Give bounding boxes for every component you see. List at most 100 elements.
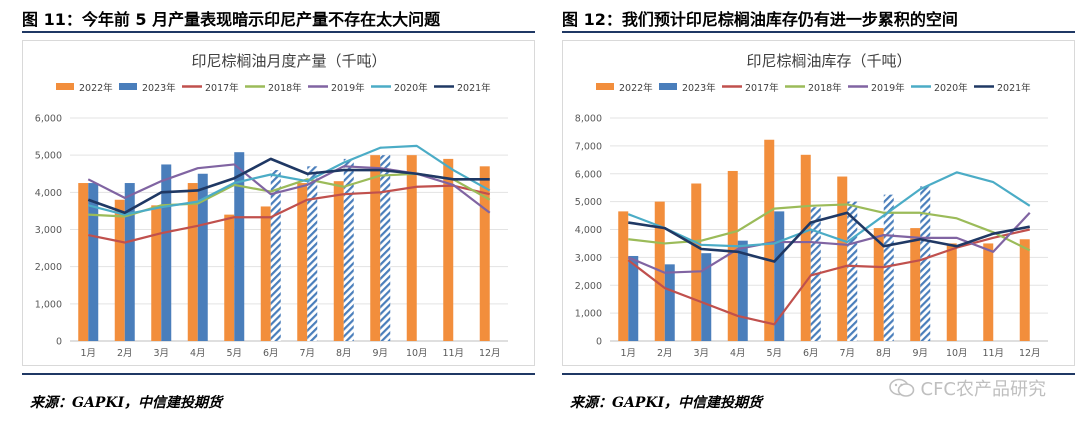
bar-2022年 — [800, 154, 811, 341]
figure-12-panel: 图 12：我们预计印尼棕榈油库存仍有进一步累积的空间 印尼棕榈油库存（千吨） 0 1… — [540, 0, 1075, 435]
figure-12-top-rule — [562, 31, 1075, 33]
bar-2022年 — [260, 206, 271, 341]
line-2019年 — [627, 212, 1031, 274]
bar-2022年 — [187, 183, 198, 341]
bar-2022年 — [224, 214, 235, 341]
chart-title: 印尼棕榈油月度产量（千吨） — [191, 52, 386, 70]
x-tick-label: 9月 — [912, 348, 928, 359]
bar-2023年 — [270, 170, 281, 341]
x-tick-label: 2月 — [117, 348, 133, 359]
y-tick-label: 2,000 — [575, 281, 602, 292]
line-2021年 — [628, 211, 1030, 263]
y-tick-label: 4,000 — [35, 188, 62, 199]
wechat-icon — [888, 378, 915, 398]
x-tick-label: 11月 — [982, 348, 1004, 359]
line-2021年 — [87, 157, 490, 215]
y-tick-label: 3,000 — [35, 225, 62, 236]
bar-2023年 — [197, 173, 208, 341]
figure-11-bottom-rule — [22, 373, 535, 375]
legend-swatch — [659, 83, 677, 90]
x-tick-label: 7月 — [299, 348, 315, 359]
y-tick-label: 5,000 — [575, 197, 602, 208]
figure-11-panel: 图 11：今年前 5 月产量表现暗示印尼产量不存在太大问题 印尼棕榈油月度产量（… — [0, 0, 535, 435]
x-tick-label: 3月 — [153, 348, 169, 359]
bar-2022年 — [691, 183, 702, 341]
y-tick-label: 6,000 — [35, 114, 62, 125]
bar-2023年 — [307, 166, 318, 341]
figure-11-chart-frame — [22, 40, 535, 366]
bar-2022年 — [297, 183, 308, 341]
legend-label: 2023年 — [142, 82, 176, 94]
x-tick-label: 1月 — [80, 348, 96, 359]
legend-label: 2021年 — [997, 82, 1031, 94]
bar-2023年 — [737, 240, 748, 341]
x-tick-label: 12月 — [479, 348, 501, 359]
legend-label: 2019年 — [331, 82, 365, 94]
x-tick-label: 6月 — [263, 348, 279, 359]
legend-label: 2022年 — [619, 82, 653, 94]
x-tick-label: 9月 — [372, 348, 388, 359]
x-tick-label: 8月 — [336, 348, 352, 359]
legend-label: 2019年 — [871, 82, 905, 94]
bar-2022年 — [727, 170, 738, 341]
legend-label: 2018年 — [268, 82, 302, 94]
bar-2023年 — [920, 186, 931, 341]
legend-label: 2021年 — [457, 82, 491, 94]
legend-label: 2017年 — [745, 82, 779, 94]
figure-12-chart: 印尼棕榈油库存（千吨） 0 1,000 2,000 3,000 4,000 5,000 6,0… — [575, 52, 1048, 359]
bar-2023年 — [774, 211, 785, 341]
y-tick-label: 1,000 — [35, 299, 62, 310]
bar-2023年 — [628, 255, 639, 341]
x-tick-label: 5月 — [226, 348, 242, 359]
x-tick-label: 5月 — [766, 348, 782, 359]
bar-2022年 — [151, 205, 162, 341]
bar-2022年 — [983, 243, 994, 341]
x-tick-label: 2月 — [657, 348, 673, 359]
bar-2022年 — [910, 228, 921, 341]
x-tick-label: 4月 — [730, 348, 746, 359]
bar-2023年 — [124, 183, 135, 341]
y-tick-label: 0 — [56, 337, 62, 348]
bar-2023年 — [664, 264, 675, 341]
y-tick-label: 5,000 — [35, 151, 62, 162]
y-tick-label: 0 — [596, 337, 602, 348]
bar-2023年 — [343, 158, 354, 341]
bar-2022年 — [479, 166, 490, 341]
legend-label: 2017年 — [205, 82, 239, 94]
bar-2022年 — [406, 155, 417, 341]
bar-2023年 — [883, 194, 894, 341]
figure-11-source: 来源：GAPKI，中信建投期货 — [30, 395, 223, 411]
bar-2023年 — [88, 183, 99, 341]
legend-swatch — [56, 83, 74, 90]
y-tick-label: 8,000 — [575, 114, 602, 125]
legend-swatch — [596, 83, 614, 90]
bar-2022年 — [618, 211, 629, 341]
watermark-text: CFC农产品研究 — [920, 379, 1047, 400]
legend-label: 2022年 — [79, 82, 113, 94]
x-tick-label: 4月 — [190, 348, 206, 359]
x-tick-label: 10月 — [946, 348, 968, 359]
figure-12-title: 图 12：我们预计印尼棕榈油库存仍有进一步累积的空间 — [562, 10, 958, 29]
bar-2022年 — [873, 228, 884, 341]
figure-12-bottom-rule — [562, 373, 1075, 375]
x-tick-label: 1月 — [620, 348, 636, 359]
y-tick-label: 6,000 — [575, 169, 602, 180]
bar-2022年 — [764, 139, 775, 341]
legend-label: 2020年 — [394, 82, 428, 94]
bar-2022年 — [1019, 239, 1030, 341]
bar-2022年 — [946, 243, 957, 341]
figure-11-chart: 印尼棕榈油月度产量（千吨） 0 1,000 2,000 3,000 4,000 5,000 6… — [35, 52, 508, 359]
figure-11-title: 图 11：今年前 5 月产量表现暗示印尼产量不存在太大问题 — [22, 10, 441, 29]
y-tick-label: 1,000 — [575, 309, 602, 320]
figure-12-chart-frame — [562, 40, 1075, 366]
x-tick-label: 11月 — [442, 348, 464, 359]
y-tick-label: 3,000 — [575, 253, 602, 264]
legend-label: 2018年 — [808, 82, 842, 94]
chart-title: 印尼棕榈油库存（千吨） — [746, 52, 911, 70]
figure-12-source: 来源：GAPKI，中信建投期货 — [570, 395, 763, 411]
line-2017年 — [88, 184, 491, 244]
line-2020年 — [627, 171, 1031, 248]
x-tick-label: 8月 — [876, 348, 892, 359]
figure-11-top-rule — [22, 31, 535, 33]
bar-2023年 — [234, 152, 245, 341]
